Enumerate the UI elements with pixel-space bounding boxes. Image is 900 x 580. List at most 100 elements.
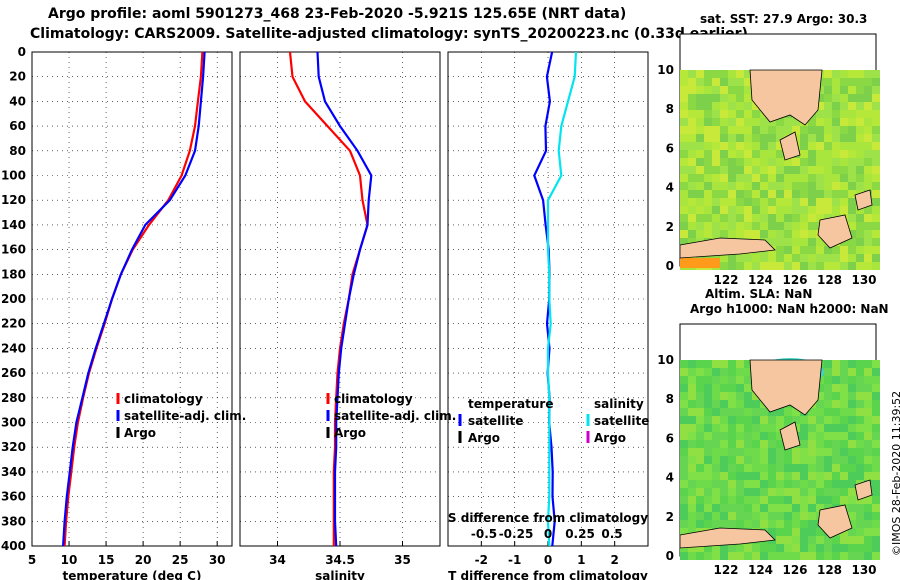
top-map-xtick: 128 [817,273,842,287]
difference-xtick-label: -2 [475,553,488,567]
bottom-map-cell [768,472,776,480]
bottom-map-cell [712,504,720,512]
top-map-cell [872,182,880,190]
bottom-map-cell [792,472,800,480]
top-map-cell [744,78,752,86]
top-map-cell [824,86,832,94]
bottom-map-cell [760,472,768,480]
bottom-map-cell [744,424,752,432]
bottom-map-cell [704,448,712,456]
top-map-cell [760,198,768,206]
top-map-cell [696,134,704,142]
bottom-map-cell [784,552,792,560]
top-map-cell [832,262,840,270]
bottom-map-cell [704,504,712,512]
bottom-map-cell [736,496,744,504]
top-map-cell [720,94,728,102]
top-map-cell [872,254,880,262]
top-map-cell [704,78,712,86]
top-map-cell [680,190,688,198]
top-map-cell [872,86,880,94]
top-map-cell [816,238,824,246]
top-map-cell [744,222,752,230]
top-map-cell [800,158,808,166]
bottom-map-cell [832,552,840,560]
bottom-map-cell [800,512,808,520]
bottom-map-cell [696,464,704,472]
bottom-map-cell [800,536,808,544]
top-map-cell [760,222,768,230]
top-map-cell [712,70,720,78]
top-map-cell [760,134,768,142]
top-map-cell [736,230,744,238]
bottom-map-cell [832,488,840,496]
bottom-map-cell [816,472,824,480]
top-map-cell [808,126,816,134]
bottom-map-cell [744,408,752,416]
top-map-cell [848,166,856,174]
bottom-map-cell [832,456,840,464]
bottom-map-cell [856,528,864,536]
top-map-cell [856,78,864,86]
bottom-map-cell [744,480,752,488]
bottom-map-cell [864,536,872,544]
bottom-map-cell [736,480,744,488]
top-map-cell [752,182,760,190]
top-map-cell [792,222,800,230]
bottom-map-cell [728,520,736,528]
top-map-cell [840,126,848,134]
top-map-cell [696,190,704,198]
top-map-cell [872,134,880,142]
bottom-map-cell [736,432,744,440]
top-map-cell [760,174,768,182]
top-map-cell [816,126,824,134]
top-map-cell [816,206,824,214]
top-map-cell [864,142,872,150]
top-map-cell [840,166,848,174]
top-map-cell [704,166,712,174]
top-map-cell [824,174,832,182]
bottom-map-cell [848,448,856,456]
bottom-map-cell [824,496,832,504]
top-map-cell [680,238,688,246]
bottom-map-cell [808,472,816,480]
temperature-series-line [62,51,206,547]
bottom-map-cell [736,504,744,512]
top-map-cell [776,214,784,222]
diff-legend-left-label: satellite [468,414,523,428]
top-map-cell [680,166,688,174]
bottom-map-cell [696,384,704,392]
top-map-cell [856,134,864,142]
bottom-map-cell [848,512,856,520]
top-map-cell [696,102,704,110]
bottom-map-cell [744,464,752,472]
top-map-cell [824,150,832,158]
bottom-map-cell [720,456,728,464]
top-map-cell [840,70,848,78]
top-map-cell [744,174,752,182]
bottom-map-cell [736,456,744,464]
top-map-cell [856,238,864,246]
bottom-map-cell [744,456,752,464]
bottom-map-cell [856,496,864,504]
bottom-map-cell [752,520,760,528]
bottom-map-cell [744,392,752,400]
bottom-map-cell [704,424,712,432]
top-map-cell [680,78,688,86]
bottom-map-cell [696,488,704,496]
top-map-cell [856,206,864,214]
top-map-cell [680,230,688,238]
bottom-map-cell [864,416,872,424]
bottom-map-cell [808,464,816,472]
bottom-map-cell [808,432,816,440]
bottom-map-cell [816,440,824,448]
bottom-map-cell [792,544,800,552]
bottom-map-cell [696,552,704,560]
top-map-cell [776,126,784,134]
top-map-cell [856,222,864,230]
top-map-cell [808,214,816,222]
bottom-map-cell [704,416,712,424]
bottom-map-cell [864,384,872,392]
top-map-cell [832,150,840,158]
top-map-cell [688,118,696,126]
